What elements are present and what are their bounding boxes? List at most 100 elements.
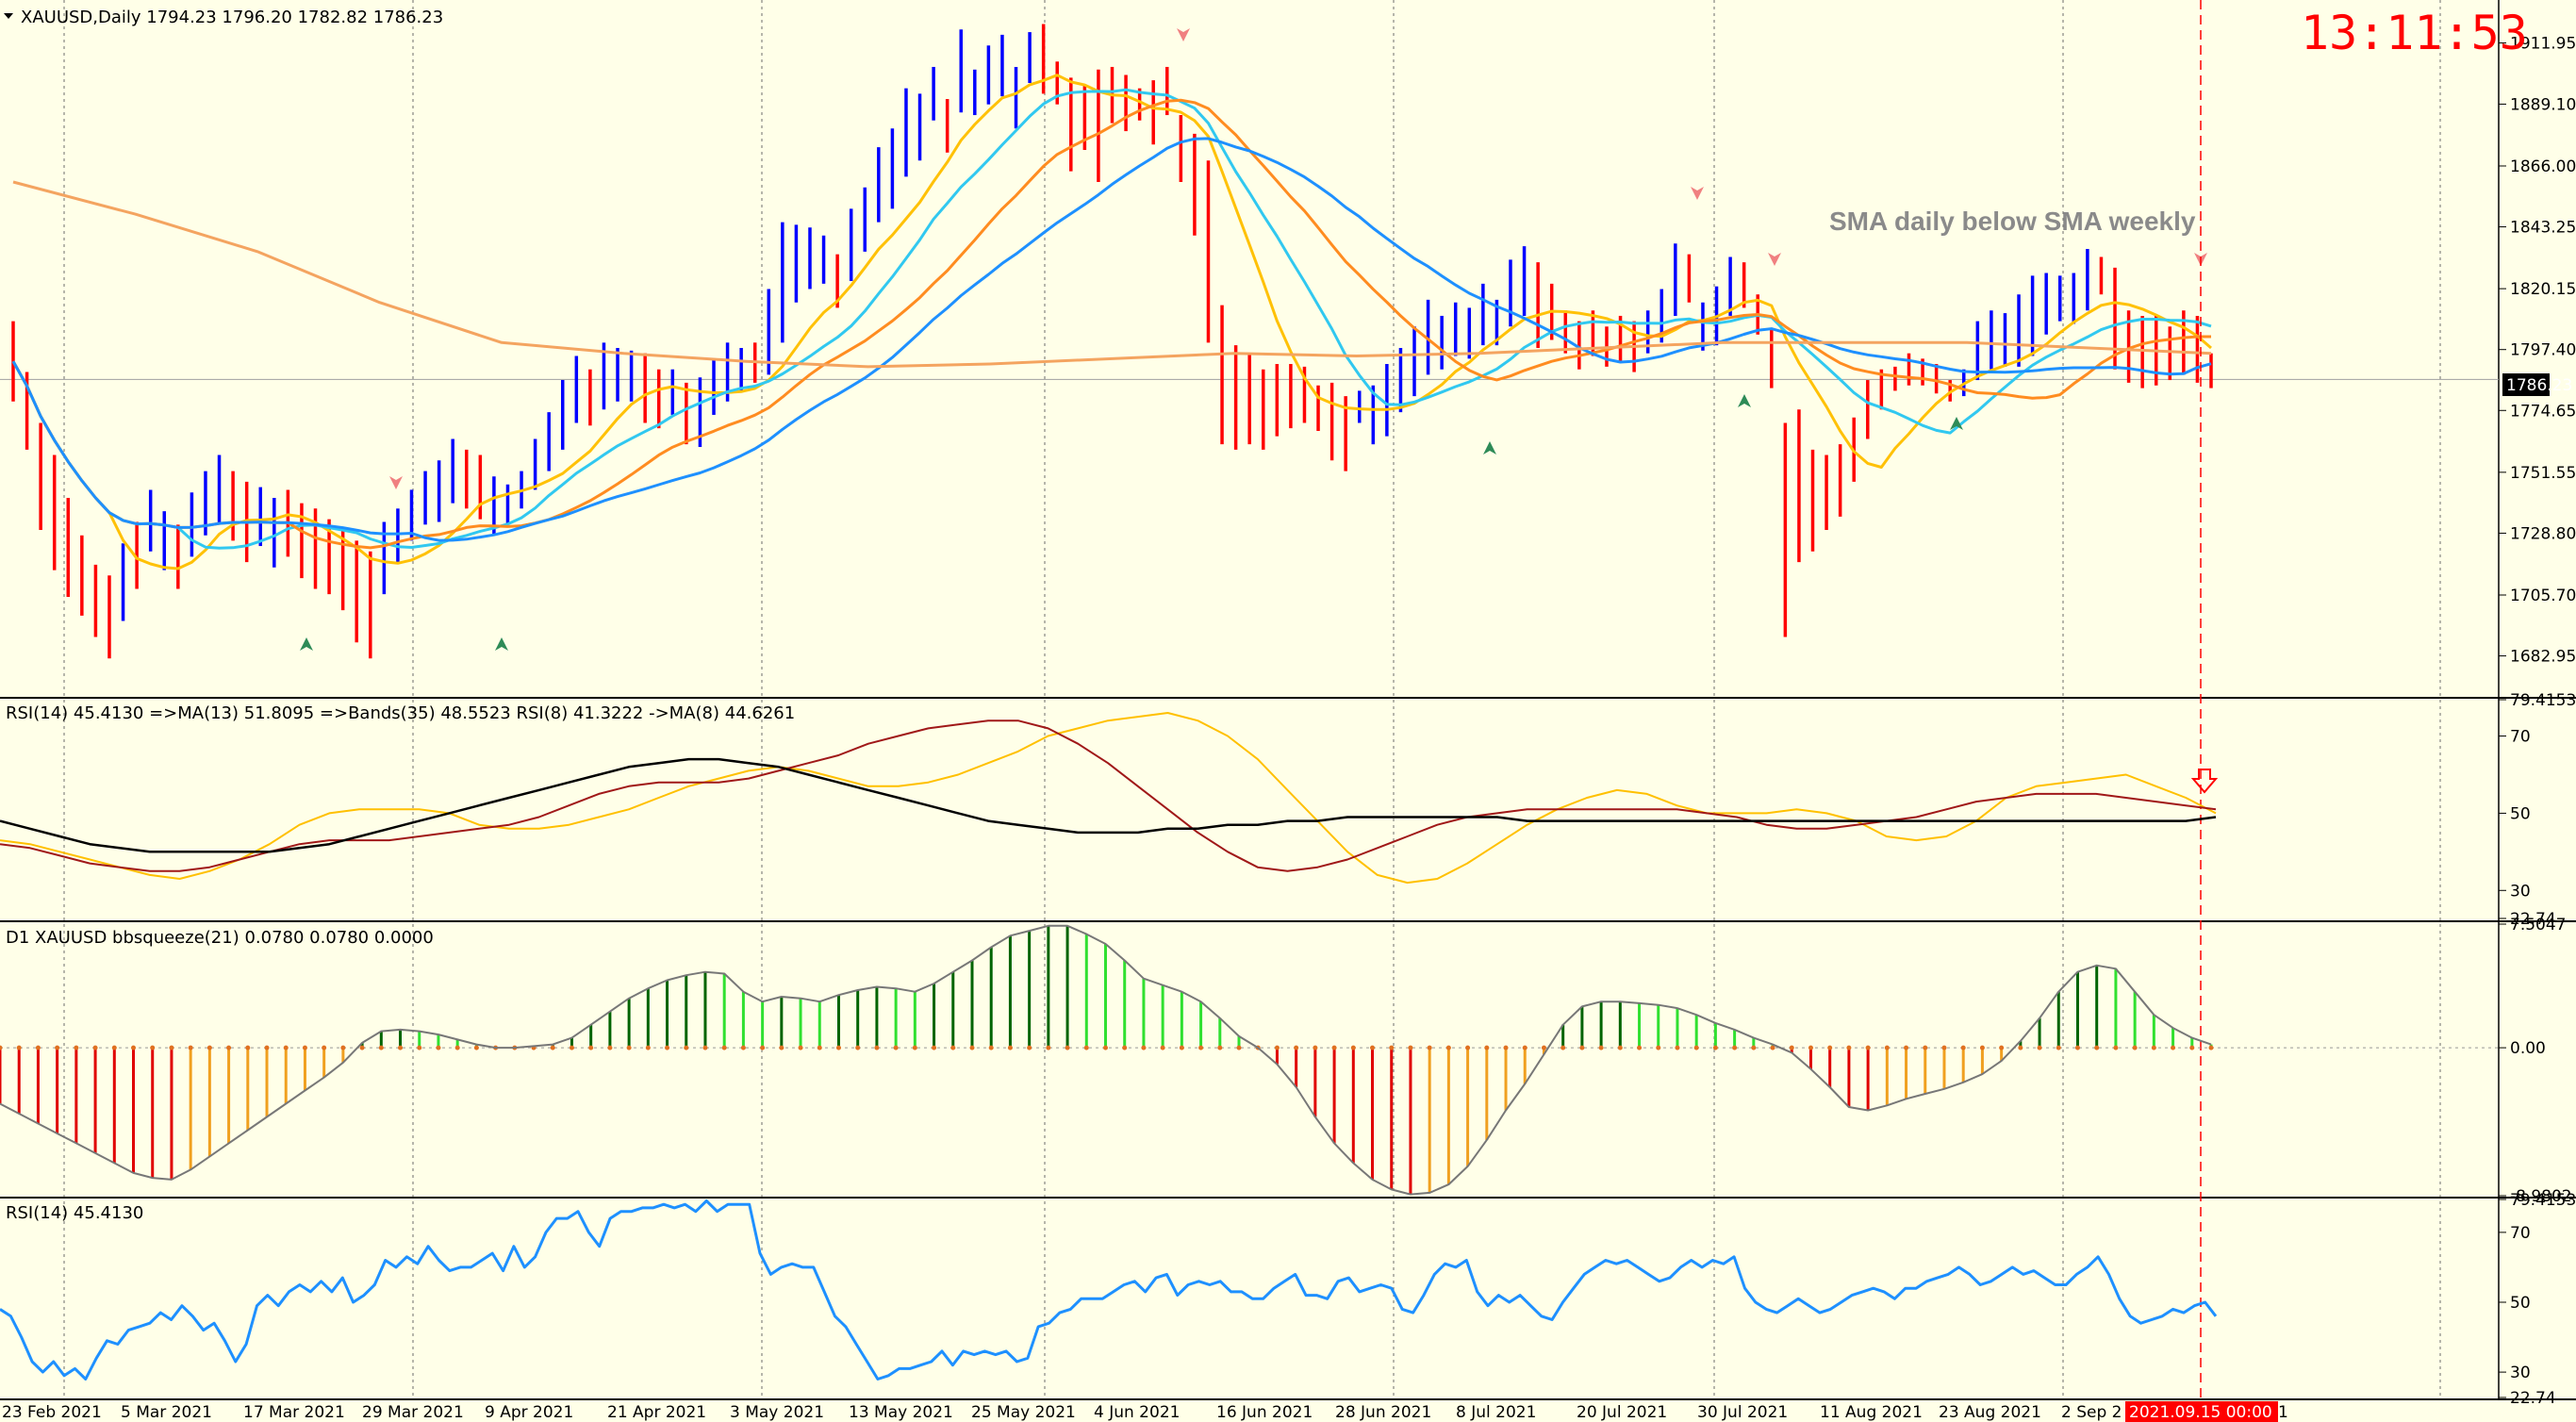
squeeze-dot [206,1045,212,1050]
price-tick-label: 1911.95 [2510,35,2576,54]
squeeze-dot [721,1045,727,1050]
squeeze-dot [398,1045,404,1050]
squeeze-dot [1675,1045,1680,1050]
squeeze-dot [1808,1045,1813,1050]
up-arrow-icon [1950,417,1963,430]
squeeze-dot [1884,1045,1890,1050]
squeeze-dot [1160,1045,1165,1050]
down-arrow-icon [1177,28,1190,41]
squeeze-dot [988,1045,994,1050]
rsi-tick-label: 30 [2510,882,2531,901]
squeeze-dot [1179,1045,1184,1050]
date-tick-label: 25 May 2021 [971,1403,1076,1422]
rsi-ma-line [0,719,2217,872]
orange-ma-line [11,98,2211,550]
squeeze-dot [1999,1045,2005,1050]
down-arrow-icon [2190,769,2219,794]
squeeze-dot [740,1045,746,1050]
date-badge: 2021.09.15 00:00 [2129,1403,2272,1422]
rsi-panel-title: RSI(14) 45.4130 [6,1203,143,1223]
rsi14-tick-label: 79.4153 [2510,1191,2576,1210]
squeeze-dot [817,1045,822,1050]
squeeze-dot [1217,1045,1223,1050]
squeeze-dot [588,1045,594,1050]
rsi-tick-label: 22.74 [2510,910,2556,929]
squeeze-dot [1846,1045,1852,1050]
squeeze-dot [950,1045,956,1050]
dropdown-icon[interactable] [4,13,13,19]
squeeze-dot [2132,1045,2138,1050]
squeeze-dot [1827,1045,1833,1050]
up-arrow-icon [1738,394,1751,407]
squeeze-dot [932,1045,937,1050]
squeeze-outline [0,924,2212,1196]
bbsqueeze-panel[interactable] [0,924,2499,1196]
squeeze-dot [798,1045,803,1050]
bbsqueeze-panel-title: D1 XAUUSD bbsqueeze(21) 0.0780 0.0780 0.… [6,928,434,948]
squeeze-dot [874,1045,880,1050]
squeeze-dot [1598,1045,1604,1050]
rsi14-tick-label: 30 [2510,1364,2531,1382]
date-tick-label: 21 Apr 2021 [607,1403,706,1422]
squeeze-dot [188,1045,193,1050]
squeeze-dot [359,1045,365,1050]
squeeze-dot [131,1045,137,1050]
squeeze-dot [74,1045,79,1050]
date-tick-label: 20 Jul 2021 [1577,1403,1667,1422]
rsi-panel[interactable] [0,1199,2218,1381]
squeeze-dot [322,1045,327,1050]
squeeze-dot [1732,1045,1738,1050]
squeeze-dot [2189,1045,2195,1050]
squeeze-dot [779,1045,784,1050]
price-tick-label: 1866.00 [2510,157,2576,176]
sma-weekly-line [12,180,2212,369]
squeeze-dot [302,1045,307,1050]
squeeze-dot [1370,1045,1376,1050]
squeeze-dot [2171,1045,2176,1050]
squeeze-dot [1065,1045,1070,1050]
squeeze-dot [150,1045,156,1050]
squeeze-dot [1979,1045,1985,1050]
squeeze-dot [378,1045,384,1050]
squeeze-dot [1408,1045,1413,1050]
up-arrow-icon [1483,441,1496,455]
squeeze-dot [1904,1045,1909,1050]
squeeze-dot [1503,1045,1509,1050]
main-price-panel[interactable] [0,0,2499,1399]
squeeze-dot [436,1045,441,1050]
squeeze-dot [1198,1045,1204,1050]
squeeze-dot [1103,1045,1108,1050]
rsi-tick-label: 50 [2510,804,2531,823]
squeeze-dot [969,1045,975,1050]
date-tick-label: 29 Mar 2021 [362,1403,464,1422]
squeeze-dot [264,1045,270,1050]
squeeze-dot [1313,1045,1318,1050]
squeeze-dot [111,1045,117,1050]
rsi14-tick-label: 70 [2510,1224,2531,1243]
price-tick-label: 1843.25 [2510,219,2576,238]
down-arrow-icon [1691,187,1704,200]
date-tick-label: 23 Aug 2021 [1939,1403,2041,1422]
price-badge: 1786.23 [2506,376,2572,395]
squeeze-dot [912,1045,917,1050]
squeeze-tick-label: 0.00 [2510,1039,2546,1058]
squeeze-dot [35,1045,41,1050]
rsi-ma-line [0,757,2217,853]
blue-ma-line [11,137,2212,542]
squeeze-tick-label: -8.9802 [2510,1187,2572,1206]
squeeze-dot [550,1045,555,1050]
rsi-ma-panel[interactable] [0,712,2217,885]
squeeze-dot [340,1045,346,1050]
squeeze-dot [1865,1045,1871,1050]
squeeze-dot [1389,1045,1395,1050]
squeeze-dot [1236,1045,1242,1050]
price-tick-label: 1682.95 [2510,648,2576,667]
squeeze-dot [2151,1045,2156,1050]
squeeze-dot [1122,1045,1128,1050]
squeeze-dot [0,1045,3,1050]
squeeze-dot [1560,1045,1566,1050]
down-arrow-icon [1768,253,1781,266]
squeeze-dot [1637,1045,1643,1050]
